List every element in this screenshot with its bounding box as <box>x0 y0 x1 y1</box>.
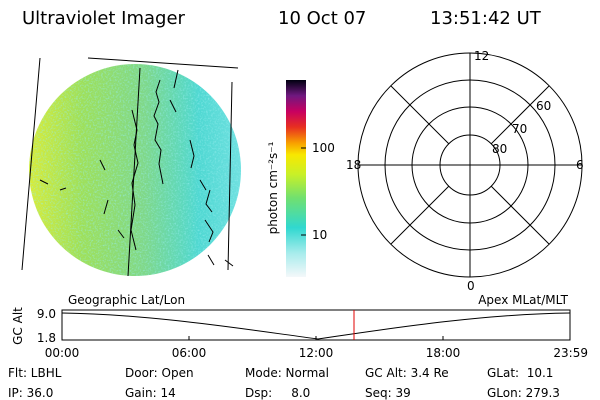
uv-image <box>21 57 241 277</box>
status-field: Mode: Normal <box>245 366 329 380</box>
status-field: Dsp: 8.0 <box>245 386 310 400</box>
x-tick-label: 18:00 <box>426 346 461 360</box>
altitude-curve <box>61 312 571 340</box>
colorbar-tick-label: 100 <box>312 141 335 155</box>
lat-label: 70 <box>512 122 527 136</box>
time: 13:51:42 UT <box>430 8 542 29</box>
status-field: GC Alt: 3.4 Re <box>365 366 449 380</box>
status-field: Seq: 39 <box>365 386 411 400</box>
plot-frame <box>61 309 571 341</box>
date: 10 Oct 07 <box>278 8 366 29</box>
lat-label: 60 <box>536 99 551 113</box>
x-tick-label: 12:00 <box>299 346 334 360</box>
status-field: Door: Open <box>125 366 194 380</box>
status-field: GLat: 10.1 <box>487 366 553 380</box>
mlt-label: 12 <box>474 49 489 63</box>
y-label: GC Alt <box>11 307 25 345</box>
plot-title: Apex MLat/MLT <box>478 293 568 307</box>
y-tick-label: 9.0 <box>37 307 56 321</box>
colorbar <box>286 80 306 277</box>
x-tick-label: 23:59 <box>553 346 588 360</box>
polar-grid <box>357 52 583 278</box>
plot-title: Geographic Lat/Lon <box>68 293 185 307</box>
mlt-label: 18 <box>346 158 361 172</box>
status-field: GLon: 279.3 <box>487 386 560 400</box>
status-field: IP: 36.0 <box>8 386 53 400</box>
colorbar-unit: photon cm⁻²s⁻¹ <box>266 141 280 234</box>
status-field: Flt: LBHL <box>8 366 62 380</box>
x-tick-label: 06:00 <box>172 346 207 360</box>
x-tick-label: 00:00 <box>45 346 80 360</box>
colorbar-tick-label: 10 <box>312 228 327 242</box>
instrument: Ultraviolet Imager <box>22 8 186 29</box>
mlt-label: 6 <box>576 158 584 172</box>
y-tick-label: 1.8 <box>37 331 56 345</box>
mlt-label: 0 <box>467 279 475 293</box>
status-field: Gain: 14 <box>125 386 176 400</box>
lat-label: 80 <box>492 142 507 156</box>
